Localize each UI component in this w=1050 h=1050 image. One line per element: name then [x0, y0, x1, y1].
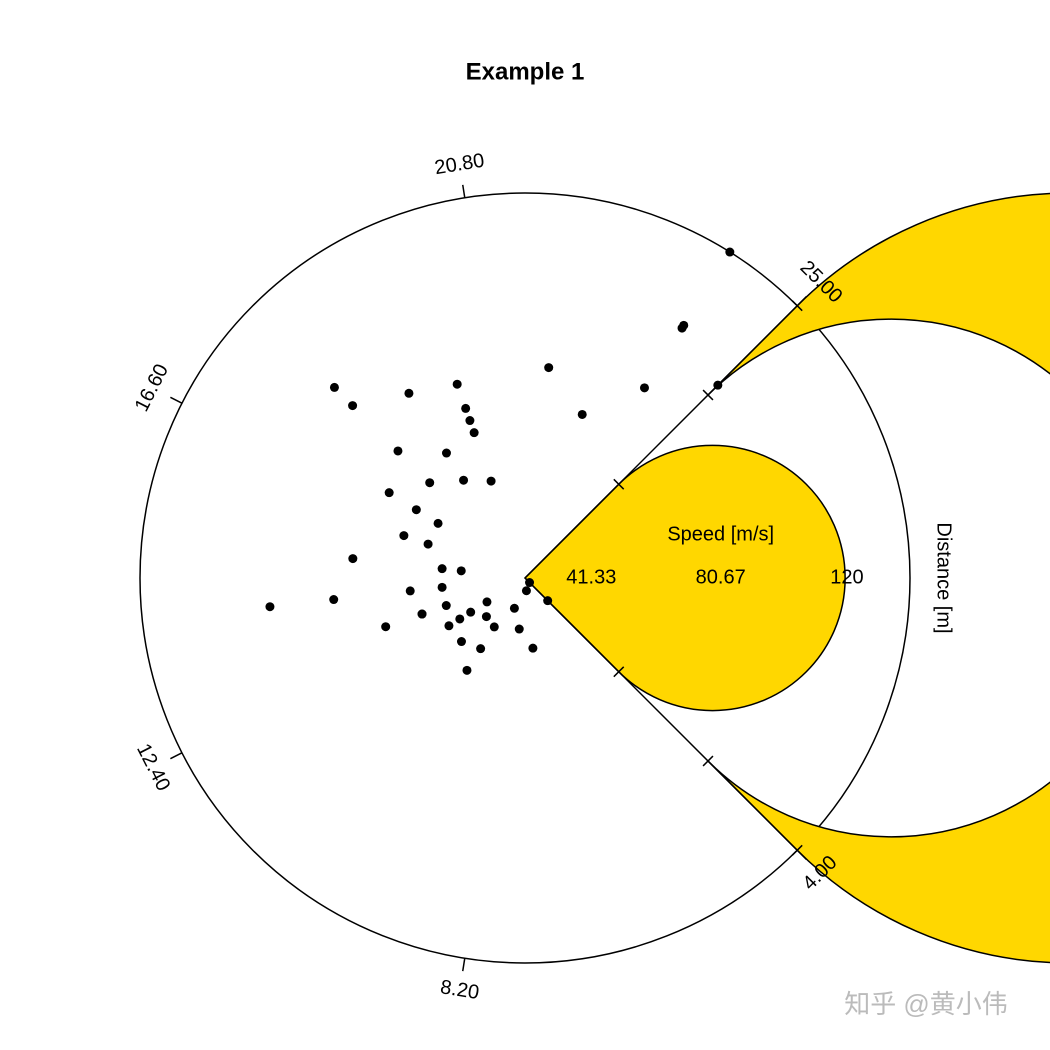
point [423, 539, 433, 549]
x-tick-label: 12.40 [132, 740, 174, 795]
point [509, 603, 519, 613]
y-tick [613, 478, 625, 490]
point [441, 601, 451, 611]
point [489, 622, 499, 632]
point [543, 596, 553, 606]
outer-circle [139, 192, 911, 964]
point [525, 578, 535, 588]
point [437, 582, 447, 592]
radial-axis [524, 577, 798, 851]
point [404, 388, 414, 398]
point [441, 448, 451, 458]
point [444, 621, 454, 631]
point [482, 597, 492, 607]
chart-title: Example 1 [466, 58, 585, 85]
point [405, 586, 415, 596]
point [384, 488, 394, 498]
x-tick [170, 396, 183, 404]
point [329, 382, 339, 392]
point [465, 416, 475, 426]
point [452, 379, 462, 389]
point [411, 505, 421, 515]
point [639, 383, 649, 393]
band [523, 444, 846, 712]
point [455, 614, 465, 624]
point [433, 518, 443, 528]
point [381, 622, 391, 632]
point [577, 409, 587, 419]
point [521, 586, 531, 596]
point [544, 363, 554, 373]
point [461, 403, 471, 413]
point [459, 475, 469, 485]
point [528, 643, 538, 653]
x-tick [170, 752, 183, 760]
x-tick [796, 849, 807, 860]
point [348, 401, 358, 411]
y-tick-label: 80.67 [696, 566, 746, 588]
y-tick-label: 41.33 [566, 566, 616, 588]
point [437, 564, 447, 574]
radial-axis [524, 305, 798, 579]
x-tick-label: 8.20 [439, 976, 481, 1004]
point [265, 602, 275, 612]
y-tick [613, 666, 625, 678]
point [348, 554, 358, 564]
point [329, 595, 339, 605]
point [486, 476, 496, 486]
point [476, 644, 486, 654]
point [456, 566, 466, 576]
x-tick [461, 958, 466, 972]
x-tick [461, 184, 466, 198]
y-tick [702, 389, 714, 401]
band [707, 192, 1050, 964]
x-tick-label: 16.60 [131, 361, 173, 416]
y-tick-label: 120 [830, 566, 863, 588]
y-axis-label: Speed [m/s] [667, 523, 774, 545]
watermark: 知乎 @黄小伟 [844, 989, 1008, 1019]
point [481, 612, 491, 622]
point [399, 531, 409, 541]
y-tick [702, 755, 714, 767]
point [393, 446, 403, 456]
point [725, 247, 735, 257]
point [456, 637, 466, 647]
x-tick-label: 20.80 [433, 150, 486, 180]
point [469, 428, 479, 438]
x-axis-label: Distance [m] [933, 522, 955, 633]
point [514, 624, 524, 634]
point [425, 478, 435, 488]
x-tick [796, 296, 807, 307]
point [679, 320, 689, 330]
point [462, 665, 472, 675]
point [713, 380, 723, 390]
point [417, 609, 427, 619]
point [466, 607, 476, 617]
